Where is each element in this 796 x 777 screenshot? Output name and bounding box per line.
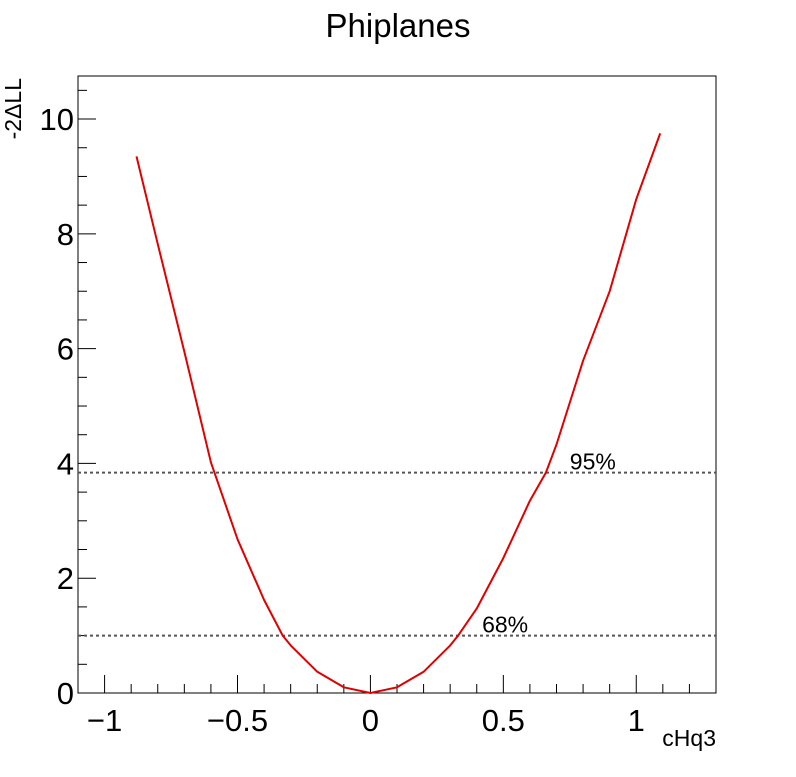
x-axis: −1 −0.5 0 0.5 1: [77, 675, 717, 738]
plot-frame: [77, 75, 717, 694]
threshold-label: 95%: [570, 449, 616, 475]
y-axis: 0 2 4 6 8 10: [40, 89, 96, 711]
y-tick-label: 2: [57, 561, 74, 596]
x-tick-label: −0.5: [207, 703, 268, 738]
series-group: [135, 133, 662, 694]
y-tick-label: 6: [57, 332, 74, 367]
series-line: [135, 133, 662, 694]
x-tick-label: −1: [87, 703, 122, 738]
x-tick-label: 0: [362, 703, 379, 738]
y-tick-label: 8: [57, 217, 74, 252]
y-tick-label: 10: [40, 102, 74, 137]
chart-title: Phiplanes: [326, 7, 471, 44]
y-axis-label: -2ΔLL: [0, 78, 26, 140]
y-tick-label: 0: [57, 676, 74, 711]
y-tick-label: 4: [57, 446, 74, 481]
threshold-label: 68%: [482, 612, 528, 638]
x-axis-label: cHq3: [662, 725, 716, 751]
x-tick-label: 0.5: [482, 703, 525, 738]
x-tick-label: 1: [628, 703, 645, 738]
threshold-lines: 95% 68%: [78, 449, 716, 638]
